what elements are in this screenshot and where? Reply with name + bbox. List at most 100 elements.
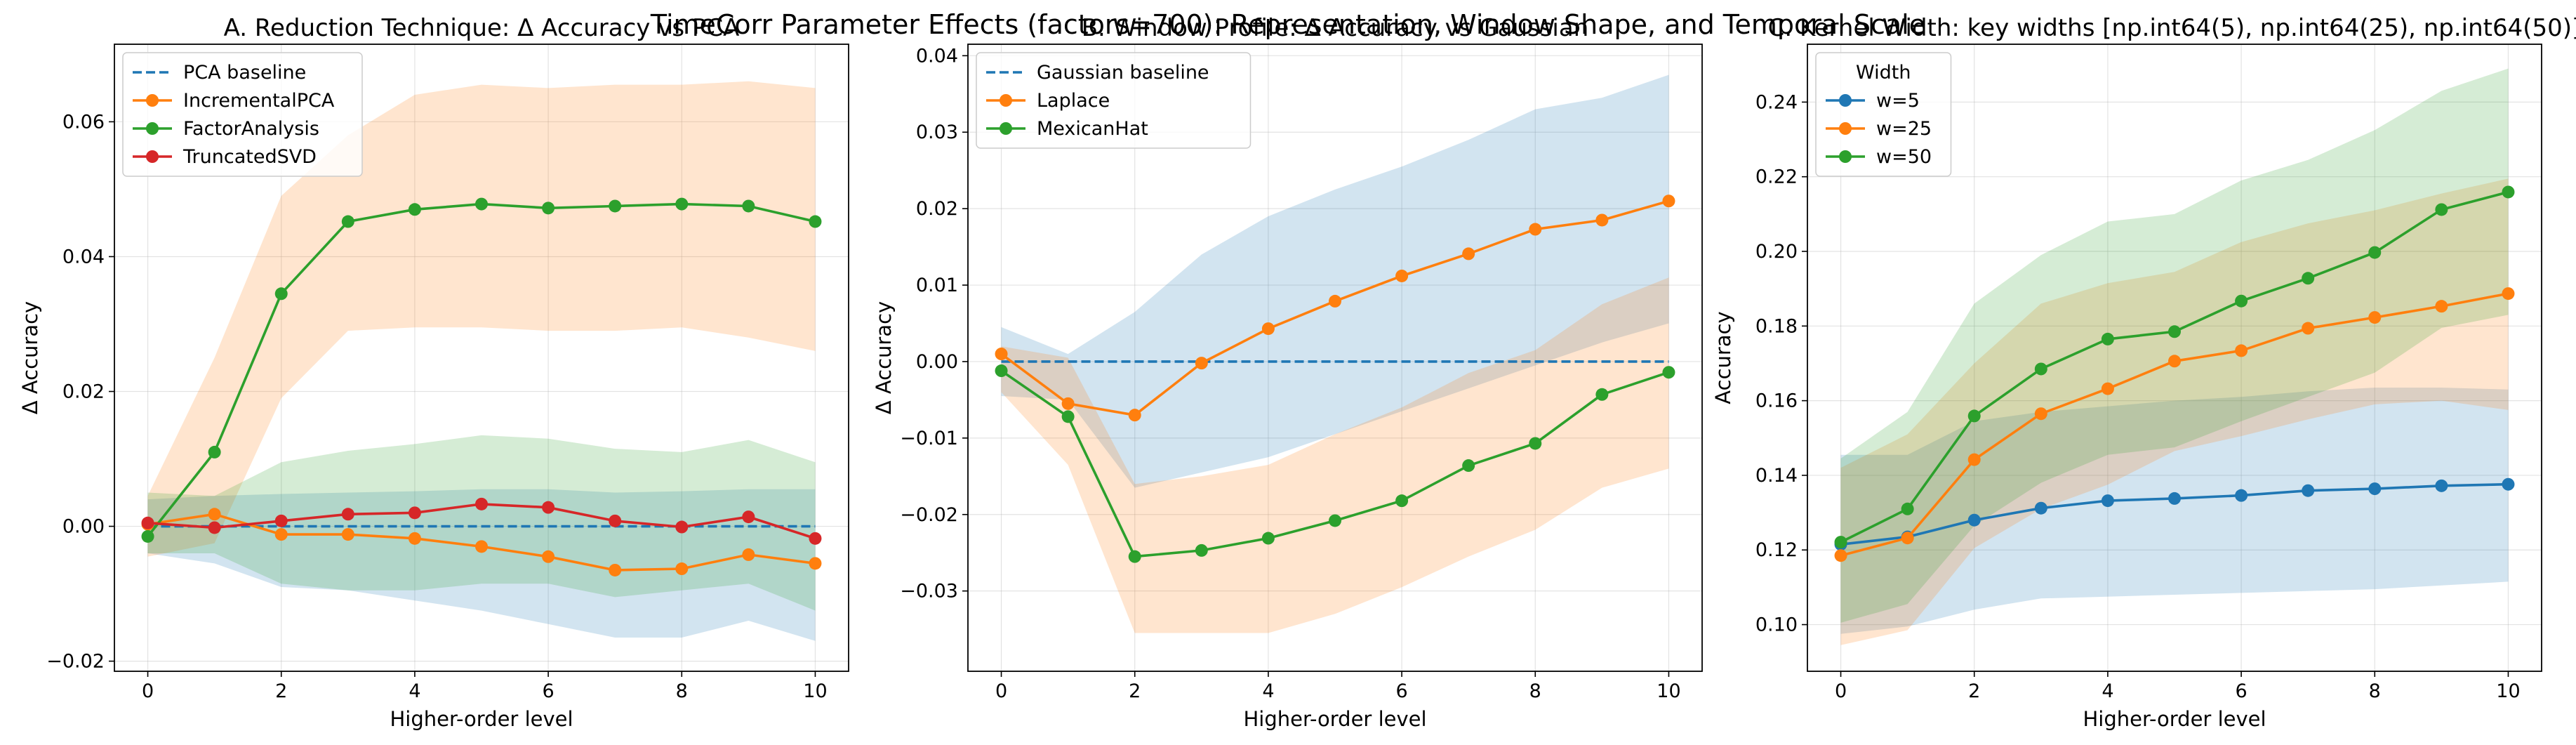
y-tick-label: −0.01 [900, 428, 958, 449]
legend-label-laplace: Laplace [1037, 90, 1110, 112]
data-point-w-5 [2435, 479, 2448, 492]
panel-title: A. Reduction Technique: Δ Accuracy vs PC… [224, 14, 740, 42]
data-point-truncatedsvd [475, 497, 488, 510]
legend-box [976, 52, 1252, 149]
data-point-w-5 [1967, 513, 1981, 527]
x-tick-label: 4 [1262, 680, 1274, 702]
legend-marker-laplace [1000, 94, 1012, 107]
data-point-factoranalysis [274, 287, 288, 301]
data-point-truncatedsvd [341, 508, 354, 521]
data-point-w-25 [1901, 532, 1914, 545]
data-point-laplace [1329, 294, 1341, 308]
legend-marker-w-50 [1839, 150, 1852, 163]
y-tick-label: 0.04 [916, 45, 958, 67]
data-point-mexicanhat [1462, 459, 1475, 473]
data-point-truncatedsvd [542, 501, 555, 514]
panel-title: C. Kernel Width: key widths [np.int64(5)… [1768, 14, 2576, 42]
data-point-w-50 [2502, 185, 2515, 199]
legend-label-w-50: w=50 [1876, 146, 1932, 168]
legend-marker-factoranalysis [146, 122, 159, 135]
axes-frame [114, 44, 849, 672]
data-point-w-25 [2168, 355, 2181, 368]
data-point-w-5 [2235, 489, 2248, 502]
data-point-w-25 [2034, 407, 2047, 421]
data-point-w-5 [2302, 484, 2315, 497]
data-point-w-50 [1834, 536, 1847, 549]
data-point-factoranalysis [341, 215, 354, 228]
x-tick-label: 2 [1968, 680, 1980, 702]
y-tick-label: 0.02 [916, 198, 958, 220]
band-w-25 [1840, 178, 2509, 645]
y-tick-label: 0.02 [62, 381, 105, 403]
x-tick-label: 4 [2102, 680, 2113, 702]
data-point-w-25 [2502, 287, 2515, 301]
x-tick-label: 10 [803, 680, 827, 702]
y-tick-label: 0.03 [916, 121, 958, 143]
band-incrementalpca [147, 81, 816, 557]
y-tick-label: −0.02 [46, 651, 105, 673]
y-tick-label: 0.14 [1755, 465, 1798, 487]
data-point-w-50 [1967, 409, 1981, 423]
legend-label-factoranalysis: FactorAnalysis [183, 118, 319, 140]
x-tick-label: 2 [1129, 680, 1141, 702]
data-point-w-50 [2368, 246, 2382, 259]
x-tick-label: 0 [995, 680, 1007, 702]
x-tick-label: 4 [409, 680, 420, 702]
data-point-factoranalysis [408, 203, 421, 216]
data-point-incrementalpca [341, 528, 354, 541]
y-tick-label: 0.18 [1755, 315, 1798, 337]
data-point-incrementalpca [274, 528, 288, 541]
data-point-w-5 [2368, 482, 2382, 496]
data-point-truncatedsvd [208, 521, 221, 534]
data-point-laplace [1595, 213, 1609, 227]
data-point-incrementalpca [475, 540, 488, 553]
data-point-laplace [1195, 357, 1208, 370]
data-point-w-25 [2302, 322, 2315, 335]
data-point-w-50 [2101, 332, 2114, 345]
legend-marker-w-5 [1839, 94, 1852, 107]
data-point-mexicanhat [1529, 437, 1542, 450]
data-point-w-25 [1834, 549, 1847, 562]
data-point-factoranalysis [475, 197, 488, 211]
data-point-w-50 [2435, 203, 2448, 216]
data-point-incrementalpca [609, 563, 622, 576]
data-point-w-5 [2168, 492, 2181, 505]
band-w-5 [1840, 388, 2509, 634]
legend: Gaussian baseline Laplace MexicanHat [976, 52, 1252, 149]
legend-label-gaussian-baseline: Gaussian baseline [1037, 62, 1209, 84]
y-axis-label: Δ Accuracy [872, 301, 896, 414]
y-axis-label: Δ Accuracy [18, 301, 42, 414]
x-axis-label: Higher-order level [390, 707, 573, 731]
data-point-mexicanhat [1662, 366, 1675, 379]
y-tick-label: 0.04 [62, 246, 105, 268]
x-tick-label: 8 [1529, 680, 1541, 702]
y-tick-label: 0.22 [1755, 166, 1798, 188]
data-point-laplace [995, 348, 1008, 361]
axes-frame [1807, 44, 2542, 672]
y-tick-label: −0.02 [900, 504, 958, 526]
x-tick-label: 10 [1657, 680, 1680, 702]
x-tick-label: 6 [542, 680, 554, 702]
data-point-factoranalysis [141, 529, 154, 543]
x-axis-label: Higher-order level [2083, 707, 2266, 731]
data-point-w-50 [2302, 272, 2315, 285]
data-point-incrementalpca [742, 548, 755, 561]
data-point-incrementalpca [809, 557, 822, 570]
x-tick-label: 6 [2235, 680, 2247, 702]
band-factoranalysis [147, 435, 816, 611]
legend-marker-truncatedsvd [146, 150, 159, 163]
x-tick-label: 0 [1835, 680, 1847, 702]
legend-label-incrementalpca: IncrementalPCA [183, 90, 335, 112]
data-point-incrementalpca [408, 532, 421, 545]
legend-label-truncatedsvd: TruncatedSVD [182, 146, 317, 168]
data-point-factoranalysis [675, 197, 689, 211]
data-point-laplace [1061, 397, 1075, 410]
band-gaussian-baseline [1001, 74, 1669, 488]
legend-label-w-5: w=5 [1876, 90, 1920, 112]
data-point-w-5 [2101, 494, 2114, 508]
data-point-factoranalysis [609, 199, 622, 213]
legend: Width w=5 w=25 w=50 [1815, 52, 1952, 177]
y-tick-label: 0.10 [1755, 614, 1798, 636]
data-point-laplace [1261, 322, 1275, 336]
